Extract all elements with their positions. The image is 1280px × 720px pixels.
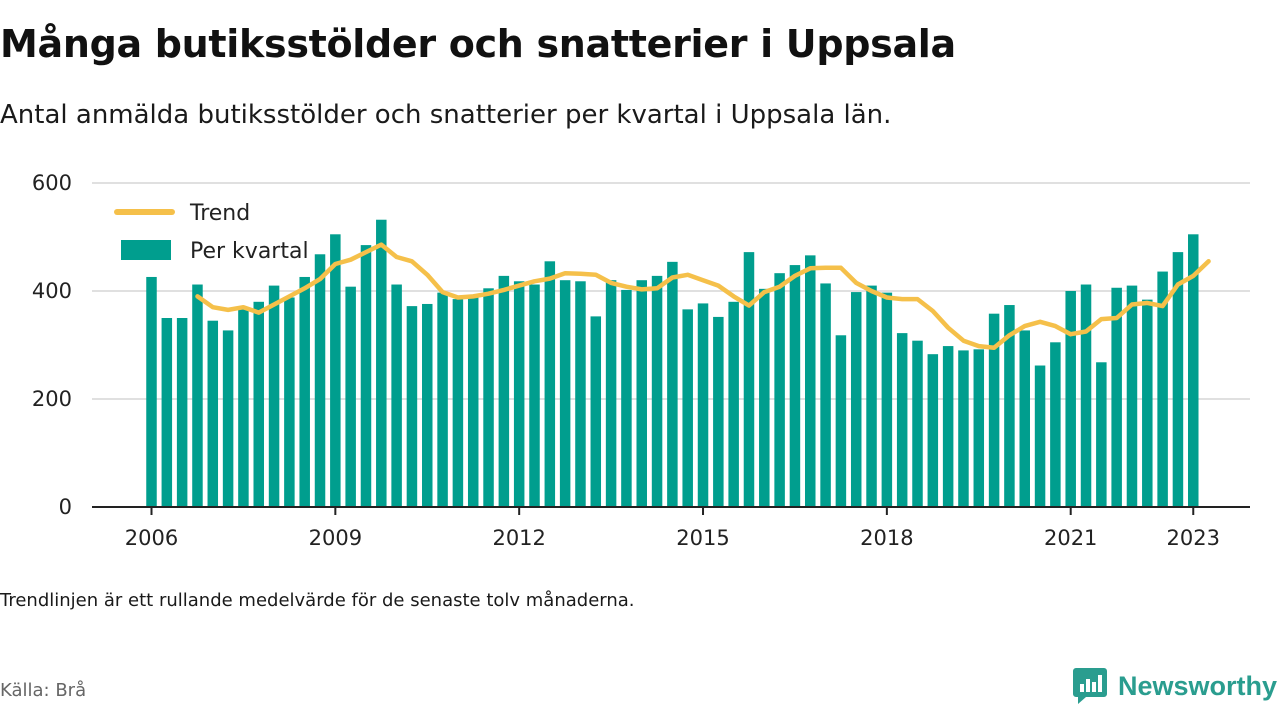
bar <box>1004 305 1015 507</box>
bar <box>529 284 540 507</box>
bar <box>498 275 510 507</box>
bar <box>697 303 709 507</box>
bar <box>513 281 525 507</box>
bar <box>467 296 479 507</box>
bar <box>1065 291 1076 507</box>
bar <box>605 280 617 507</box>
bar <box>713 316 724 507</box>
bar <box>268 285 280 507</box>
y-tick-label: 400 <box>32 279 72 303</box>
y-tick-label: 0 <box>59 495 72 519</box>
bar <box>973 349 985 507</box>
bar <box>345 286 356 507</box>
x-tick-label: 2018 <box>860 526 913 550</box>
bar <box>759 288 770 507</box>
bar <box>161 318 173 507</box>
bar <box>1157 271 1168 507</box>
y-tick-label: 200 <box>32 387 72 411</box>
bar <box>682 309 693 507</box>
bar <box>406 306 418 507</box>
bar <box>743 252 755 507</box>
bar <box>1034 365 1046 507</box>
legend-bars-swatch <box>121 240 171 260</box>
x-axis-labels: 2006 2009 2012 2015 2018 2021 2023 <box>125 526 1220 550</box>
bar <box>1096 362 1107 507</box>
bar <box>651 275 663 507</box>
bar <box>820 283 831 507</box>
bar <box>544 261 556 507</box>
bar-chart-speech-bubble-icon <box>1073 668 1107 704</box>
bar <box>1142 299 1153 507</box>
bar <box>1188 234 1199 508</box>
bar <box>391 284 402 507</box>
bar <box>805 255 816 507</box>
bar <box>575 281 586 507</box>
bar <box>621 289 632 507</box>
bar <box>437 292 448 507</box>
bar <box>590 316 602 507</box>
axes <box>92 506 1250 515</box>
bar <box>636 280 647 507</box>
x-tick-label: 2023 <box>1167 526 1220 550</box>
x-tick-label: 2006 <box>125 526 178 550</box>
bar <box>146 276 157 507</box>
bar-series <box>146 219 1199 508</box>
bar <box>866 285 877 507</box>
bar <box>176 318 188 507</box>
bar <box>238 308 249 507</box>
trend-series <box>195 242 1211 350</box>
bar <box>1050 342 1061 507</box>
bar <box>330 234 341 508</box>
legend-bars-label: Per kvartal <box>190 239 309 264</box>
bar <box>222 330 234 507</box>
y-tick-label: 600 <box>32 171 72 195</box>
legend-trend-label: Trend <box>189 201 250 226</box>
source-credit: Källa: Brå <box>0 680 87 701</box>
bar <box>835 335 847 507</box>
bar <box>1019 330 1030 507</box>
bar <box>1126 285 1138 507</box>
bar <box>927 354 939 507</box>
bar <box>376 219 387 507</box>
x-tick-label: 2012 <box>492 526 545 550</box>
bar <box>284 297 295 507</box>
bar <box>483 288 494 507</box>
footnote: Trendlinjen är ett rullande medelvärde f… <box>0 590 635 611</box>
bar <box>299 276 310 507</box>
bar <box>422 303 433 507</box>
bar <box>988 313 1000 507</box>
chart-title: Många butiksstölder och snatterier i Upp… <box>0 22 956 66</box>
chart-subtitle: Antal anmälda butiksstölder och snatteri… <box>0 100 892 130</box>
bar <box>728 301 739 507</box>
bar <box>789 265 801 507</box>
bar <box>881 292 893 507</box>
bar <box>314 254 326 507</box>
bar <box>958 350 969 507</box>
trend-line <box>195 242 1211 350</box>
bar <box>360 245 372 507</box>
brand-logo: Newsworthy <box>1072 664 1277 708</box>
brand-name: Newsworthy <box>1118 670 1278 701</box>
x-tick-label: 2021 <box>1044 526 1097 550</box>
bar <box>192 284 203 507</box>
bar <box>667 261 678 507</box>
bar <box>912 340 923 507</box>
bar <box>452 299 464 507</box>
bar <box>942 346 954 507</box>
bar <box>896 333 908 507</box>
bar <box>1172 252 1184 507</box>
bar <box>850 292 862 507</box>
bar <box>1111 287 1122 507</box>
x-tick-label: 2015 <box>676 526 729 550</box>
bar <box>559 280 571 507</box>
bar <box>1080 284 1092 507</box>
legend: Trend Per kvartal <box>114 201 309 264</box>
bar <box>774 273 785 507</box>
x-tick-label: 2009 <box>309 526 362 550</box>
bar <box>253 301 264 507</box>
bar <box>207 320 219 507</box>
y-axis-labels: 0 200 400 600 <box>32 171 72 519</box>
